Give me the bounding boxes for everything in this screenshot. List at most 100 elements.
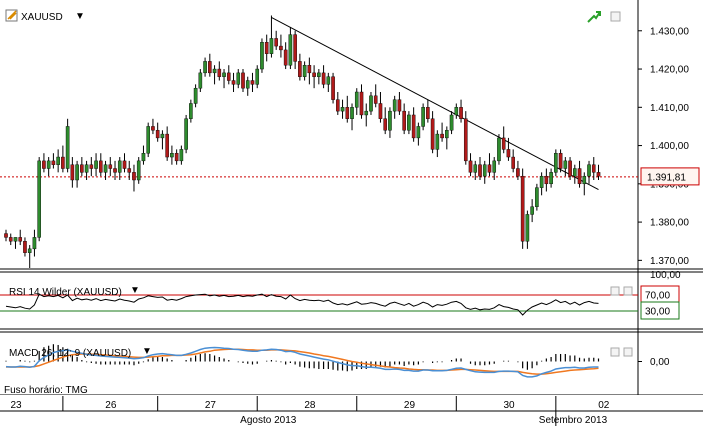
candle-body xyxy=(136,160,141,181)
candle-body xyxy=(359,91,364,116)
candle-body xyxy=(184,118,188,150)
candle-body xyxy=(65,126,70,169)
candle-body xyxy=(492,160,497,173)
rsi-axis-label-100: 100,00 xyxy=(650,270,681,281)
candle-body xyxy=(426,107,430,119)
candle-body xyxy=(222,72,226,77)
candle-body xyxy=(501,137,506,150)
candle-body xyxy=(473,164,478,173)
candle-body xyxy=(189,103,193,119)
candle-body xyxy=(236,72,241,85)
candle-body xyxy=(264,42,269,54)
candle-body xyxy=(317,72,321,77)
candle-body xyxy=(42,160,46,169)
price-tick-label: 1.420,00 xyxy=(650,65,689,76)
candle-body xyxy=(260,42,264,70)
candle-body xyxy=(155,130,160,139)
candle-body xyxy=(407,114,411,131)
macd-dropdown-icon[interactable]: ▼ xyxy=(142,346,152,357)
candle-body xyxy=(435,133,440,150)
macd-close-icon[interactable] xyxy=(623,347,633,357)
candle-body xyxy=(269,38,274,54)
candle-body xyxy=(506,149,511,158)
candle-body xyxy=(468,160,473,173)
candle-body xyxy=(454,107,459,116)
day-label: 30 xyxy=(503,400,515,411)
candle-body xyxy=(544,175,549,185)
candle-body xyxy=(18,237,23,242)
candle-body xyxy=(203,61,207,74)
day-label: 26 xyxy=(105,400,117,411)
candle-body xyxy=(388,110,392,131)
rsi-30-box xyxy=(640,301,680,320)
day-label: 29 xyxy=(404,400,416,411)
rsi-maximize-icon[interactable] xyxy=(610,286,620,296)
candle-body xyxy=(198,72,203,89)
candle-body xyxy=(392,99,397,112)
candle-body xyxy=(539,175,544,188)
candle-body xyxy=(84,164,89,173)
candle-body xyxy=(326,76,331,85)
candle-body xyxy=(421,107,425,127)
candle-body xyxy=(378,103,383,119)
candle-body xyxy=(516,168,520,177)
pencil-icon xyxy=(7,10,17,20)
candle-body xyxy=(179,149,184,162)
candle-body xyxy=(51,160,56,165)
candle-body xyxy=(127,168,132,173)
candle-body xyxy=(160,133,165,139)
candle-body xyxy=(307,65,312,74)
month-label: Agosto 2013 xyxy=(240,415,297,426)
rsi-close-icon[interactable] xyxy=(623,286,633,296)
candle-body xyxy=(8,237,13,242)
candle-body xyxy=(449,114,454,131)
symbol-dropdown-icon[interactable]: ▼ xyxy=(75,11,85,22)
candle-body xyxy=(383,118,388,131)
candle-body xyxy=(37,160,41,238)
trend-arrow-icon xyxy=(587,11,601,23)
candle-body xyxy=(226,72,231,81)
candle-body xyxy=(165,133,169,158)
candle-body xyxy=(293,34,297,62)
price-tick-label: 1.380,00 xyxy=(650,218,689,229)
candle-body xyxy=(170,153,174,158)
candle-body xyxy=(103,164,108,173)
candle-body xyxy=(364,110,369,116)
candle-body xyxy=(511,156,515,169)
candle-body xyxy=(245,80,250,89)
rsi-dropdown-icon[interactable]: ▼ xyxy=(130,285,140,296)
candle-body xyxy=(274,38,278,47)
price-tick-label: 1.430,00 xyxy=(650,26,689,37)
candle-body xyxy=(345,107,350,119)
candle-body xyxy=(32,237,37,250)
candle-body xyxy=(146,126,151,154)
candle-body xyxy=(568,160,572,177)
candle-body xyxy=(151,126,155,131)
candle-body xyxy=(231,80,236,85)
candle-body xyxy=(174,153,179,162)
candle-body xyxy=(27,248,32,253)
candle-body xyxy=(350,107,354,119)
candle-body xyxy=(591,164,596,173)
candle-body xyxy=(250,80,255,85)
candle-body xyxy=(397,99,402,112)
candle-body xyxy=(208,61,212,74)
candle-body xyxy=(212,68,217,74)
candle-body xyxy=(587,164,591,177)
price-tick-label: 1.400,00 xyxy=(650,141,689,152)
candle-body xyxy=(113,168,117,173)
day-label: 02 xyxy=(598,400,610,411)
candle-body xyxy=(331,76,335,100)
candle-body xyxy=(80,164,84,173)
candle-body xyxy=(108,164,113,169)
candle-body xyxy=(94,160,98,169)
macd-maximize-icon[interactable] xyxy=(610,347,620,357)
timezone-label: Fuso horário: TMG xyxy=(4,385,88,396)
pane-maximize-icon[interactable] xyxy=(610,11,621,22)
candle-body xyxy=(445,130,449,139)
candle-body xyxy=(283,49,288,66)
price-tick-label: 1.410,00 xyxy=(650,103,689,114)
